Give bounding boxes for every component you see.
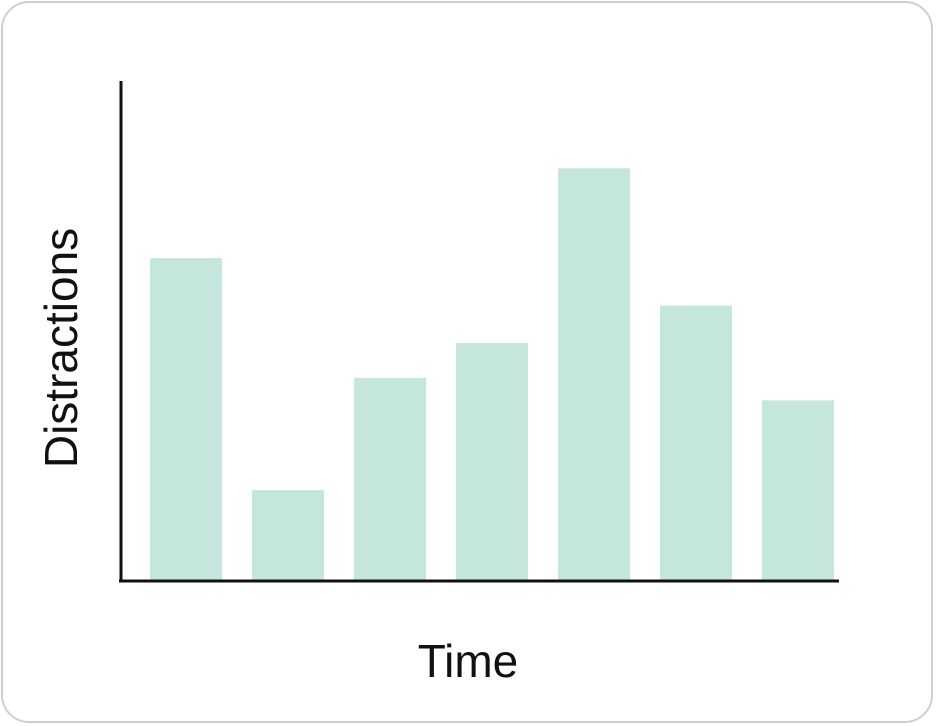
bar-2 [252,490,324,580]
bar-1 [150,258,222,580]
bar-7 [762,400,834,580]
bar-5 [558,168,630,580]
y-axis-label: Distractions [35,228,87,468]
bar-6 [660,305,732,580]
bar-4 [456,342,528,580]
x-axis-label: Time [418,635,519,687]
bars-group [150,168,834,580]
bar-3 [354,377,426,580]
